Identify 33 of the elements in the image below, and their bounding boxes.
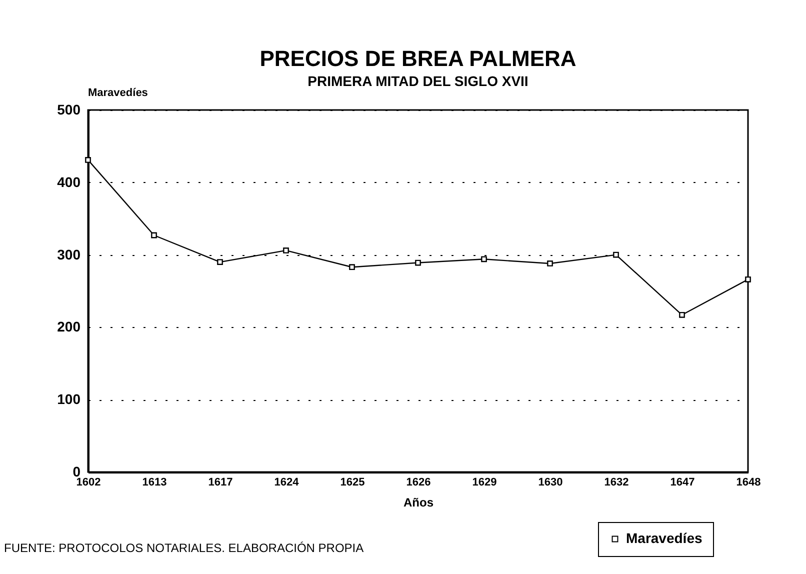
point [679, 312, 685, 318]
x-tick-label: 1629 [472, 476, 497, 488]
y-tick-label: 100 [57, 391, 81, 408]
x-tick-label: 1632 [604, 476, 629, 488]
x-tick-label: 1624 [274, 476, 300, 488]
legend-label: Maravedíes [626, 530, 702, 546]
x-tick-label: 1647 [670, 476, 695, 488]
point [745, 276, 751, 282]
x-tick-label: 1602 [76, 476, 101, 488]
y-tick-label: 200 [57, 318, 81, 335]
y-axis-title: Maravedíes [88, 87, 148, 99]
y-tick-label: 300 [57, 246, 81, 262]
chart-title: PRECIOS DE BREA PALMERA [260, 46, 576, 71]
x-axis-title: Años [404, 496, 434, 510]
point [481, 256, 487, 262]
point [415, 260, 421, 266]
x-tick-label: 1613 [142, 476, 167, 488]
x-tick-label: 1648 [736, 476, 761, 488]
x-tick-label: 1626 [406, 476, 431, 488]
y-tick-label: 400 [57, 174, 81, 190]
x-tick-label: 1625 [340, 476, 365, 488]
chart-subtitle: PRIMERA MITAD DEL SIGLO XVII [308, 73, 528, 89]
point [547, 260, 553, 266]
point [613, 252, 619, 258]
source-note: FUENTE: PROTOCOLOS NOTARIALES. ELABORACIÓN PROPIA [4, 541, 364, 555]
point [217, 259, 223, 265]
x-tick-label: 1630 [538, 476, 563, 488]
point [349, 264, 355, 270]
point [85, 157, 91, 163]
y-tick-label: 500 [57, 102, 81, 118]
point [283, 248, 289, 254]
x-tick-label: 1617 [208, 476, 233, 488]
point [151, 232, 157, 238]
